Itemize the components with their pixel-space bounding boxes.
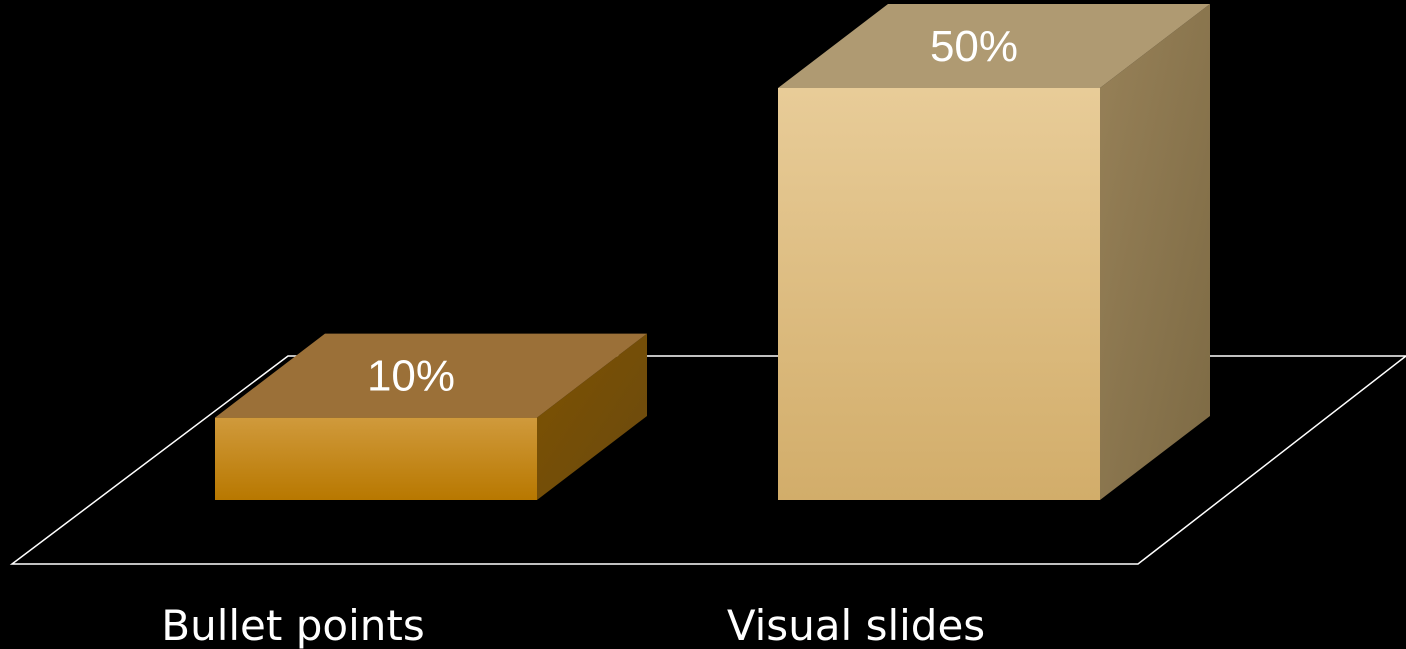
- bar-side-visual-slides: [1100, 4, 1210, 500]
- data-label-bullet-points: 10%: [367, 352, 455, 401]
- chart-floor: [9, 355, 1406, 565]
- category-label-visual-slides: Visual slides: [727, 601, 985, 649]
- bar-top-bullet-points: [215, 333, 647, 418]
- category-label-bullet-points: Bullet points: [161, 601, 424, 649]
- bar-side-bullet-points: [537, 333, 647, 500]
- bar-front-visual-slides: [778, 88, 1100, 500]
- bar-group-visual-slides: 50% Visual slides: [727, 4, 1210, 649]
- bar-front-bullet-points: [215, 417, 537, 500]
- data-label-visual-slides: 50%: [930, 22, 1018, 71]
- bar-group-bullet-points: 10% Bullet points: [161, 333, 647, 649]
- bar-top-visual-slides: [778, 4, 1210, 88]
